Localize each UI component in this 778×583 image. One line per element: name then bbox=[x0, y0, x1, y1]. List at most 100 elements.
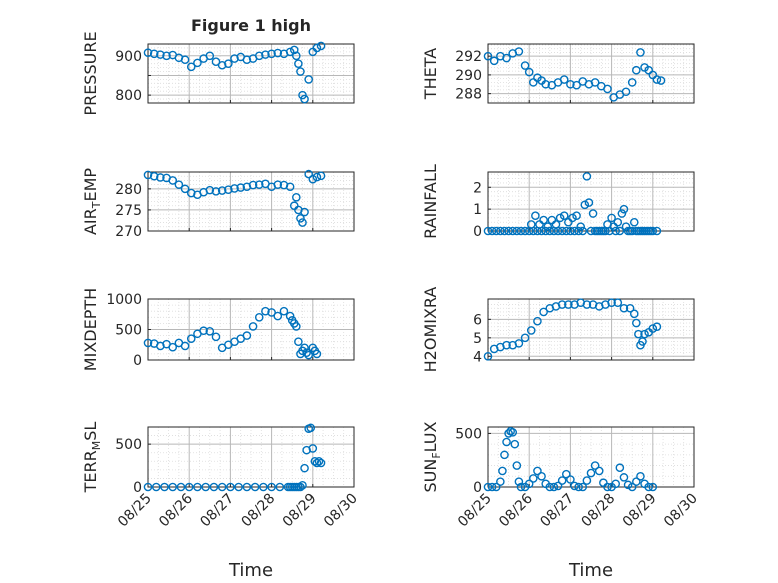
data-point bbox=[143, 170, 153, 180]
data-point bbox=[151, 482, 161, 492]
data-point bbox=[292, 192, 301, 202]
axes-box bbox=[147, 43, 355, 104]
data-point bbox=[483, 51, 493, 61]
data-point bbox=[273, 311, 283, 321]
data-point bbox=[254, 180, 264, 189]
data-point bbox=[186, 62, 196, 72]
data-point bbox=[607, 298, 616, 307]
data-point bbox=[267, 482, 276, 492]
data-point bbox=[149, 49, 159, 59]
data-point bbox=[242, 331, 252, 340]
data-point bbox=[578, 482, 588, 492]
data-point bbox=[296, 214, 305, 223]
panel-terr_msl: 0 500 TERRMSL 08/25 08/26 08/27 08/28 08/29 08/3… bbox=[81, 422, 361, 581]
x-tick-label: 08/26 bbox=[156, 490, 196, 530]
data-point bbox=[613, 217, 623, 227]
data-point bbox=[584, 198, 594, 207]
panel-pressure: 800 900 PRESSURE bbox=[81, 31, 355, 116]
data-point bbox=[533, 466, 542, 476]
data-point bbox=[230, 184, 239, 193]
data-point bbox=[561, 226, 571, 236]
data-point bbox=[526, 326, 536, 335]
data-point bbox=[611, 226, 621, 236]
data-point bbox=[652, 226, 662, 236]
y-axis-label: MIXDEPTH bbox=[81, 288, 100, 371]
data-point bbox=[316, 171, 326, 181]
data-point bbox=[149, 171, 159, 181]
data-point bbox=[483, 352, 493, 361]
data-point bbox=[201, 482, 210, 492]
data-point bbox=[652, 75, 662, 84]
data-point bbox=[267, 308, 276, 317]
data-point bbox=[273, 48, 283, 58]
data-point bbox=[180, 341, 190, 351]
data-point bbox=[590, 461, 600, 470]
y-tick-label: 4 bbox=[473, 349, 482, 365]
data-point bbox=[300, 343, 309, 353]
data-point bbox=[302, 348, 311, 357]
data-point bbox=[623, 480, 633, 490]
data-point bbox=[236, 183, 245, 192]
data-point bbox=[234, 482, 243, 492]
data-point bbox=[143, 48, 153, 57]
data-point bbox=[574, 482, 583, 492]
data-point bbox=[180, 184, 190, 194]
y-axis-label: THETA bbox=[421, 48, 440, 100]
x-tick-label: 08/29 bbox=[620, 491, 660, 531]
data-point bbox=[259, 482, 268, 492]
x-tick-label: 08/27 bbox=[197, 491, 237, 531]
y-tick-label: 500 bbox=[115, 323, 142, 339]
data-point bbox=[615, 463, 625, 473]
y-axis-label: PRESSURE bbox=[81, 31, 100, 115]
data-point bbox=[570, 481, 579, 491]
y-tick-label: 2 bbox=[473, 180, 482, 196]
data-point bbox=[578, 226, 588, 236]
data-point bbox=[559, 211, 569, 221]
y-tick-label: 500 bbox=[115, 437, 142, 453]
data-point bbox=[636, 48, 645, 57]
data-point bbox=[300, 94, 309, 104]
data-point bbox=[209, 482, 219, 492]
x-tick-label: 08/25 bbox=[115, 491, 155, 531]
data-point bbox=[242, 55, 252, 65]
data-point bbox=[504, 429, 513, 438]
data-point bbox=[261, 50, 270, 59]
y-axis-label: H2OMIXRA bbox=[421, 287, 440, 373]
data-point bbox=[514, 339, 524, 348]
data-point bbox=[545, 482, 555, 492]
data-point bbox=[296, 482, 305, 492]
data-point bbox=[514, 47, 524, 56]
data-point bbox=[205, 51, 215, 61]
x-axis-label: Time bbox=[228, 560, 273, 581]
data-point bbox=[156, 50, 165, 59]
data-point bbox=[217, 60, 227, 70]
data-point bbox=[648, 482, 658, 492]
data-point bbox=[617, 209, 627, 218]
data-point bbox=[496, 226, 505, 236]
data-point bbox=[296, 67, 305, 76]
data-point bbox=[186, 334, 196, 343]
data-point bbox=[285, 47, 295, 57]
data-point bbox=[275, 482, 285, 492]
y-tick-label: 290 bbox=[455, 68, 482, 84]
data-point bbox=[312, 349, 322, 359]
data-point bbox=[314, 456, 324, 466]
data-point bbox=[248, 180, 258, 190]
data-point bbox=[230, 54, 239, 63]
data-point bbox=[553, 226, 563, 236]
data-point bbox=[619, 303, 629, 313]
y-tick-label: 275 bbox=[115, 203, 142, 219]
data-point bbox=[224, 185, 233, 194]
y-tick-label: 800 bbox=[115, 88, 142, 104]
data-point bbox=[168, 342, 178, 352]
data-point bbox=[199, 326, 208, 336]
panel-mixdepth: 0 500 1000 MIXDEPTH bbox=[81, 288, 355, 371]
data-point bbox=[304, 169, 313, 179]
data-point bbox=[634, 329, 643, 339]
data-point bbox=[261, 306, 270, 316]
axes-box bbox=[147, 298, 355, 361]
data-point bbox=[174, 180, 184, 189]
x-tick-label: 08/25 bbox=[455, 491, 495, 531]
data-point bbox=[205, 327, 215, 336]
data-point bbox=[510, 439, 520, 449]
